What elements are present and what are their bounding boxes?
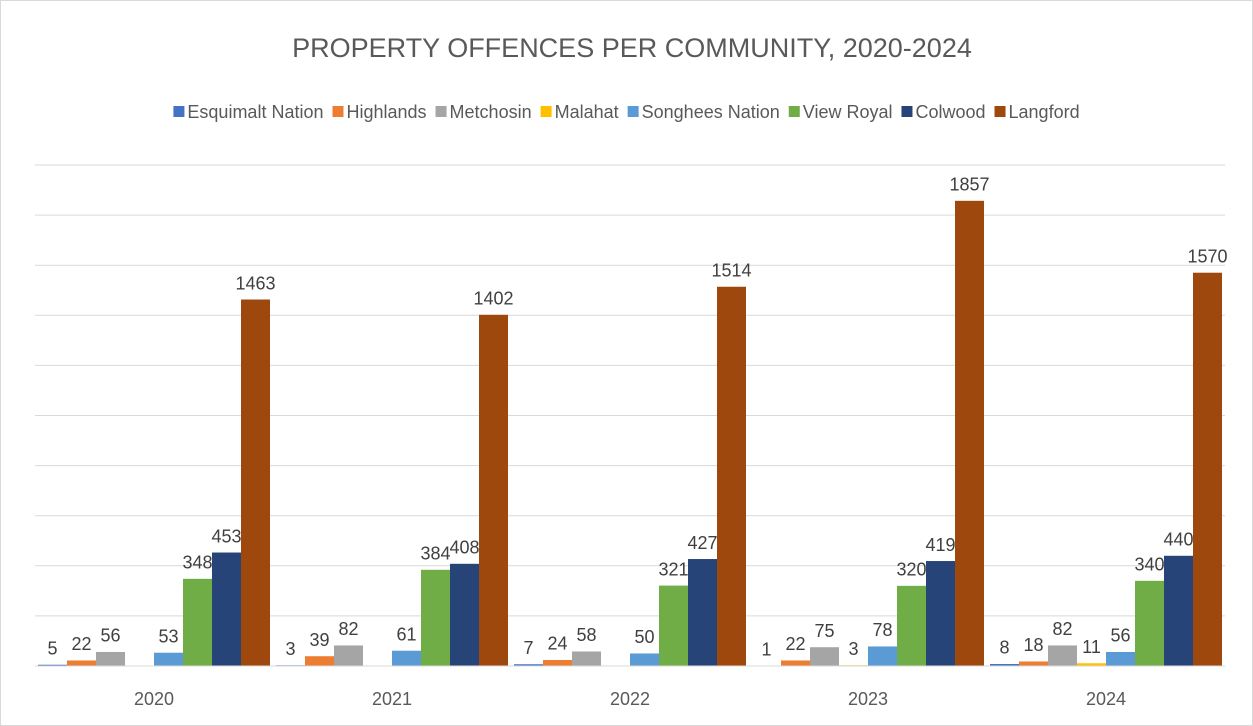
bar [688,559,717,666]
data-label: 440 [1163,530,1193,550]
data-label: 11 [1082,637,1101,657]
bar [990,663,1019,666]
bar [241,299,270,666]
data-label: 75 [814,621,834,641]
data-label: 1463 [235,273,275,293]
bar [1164,555,1193,666]
data-label: 1570 [1187,246,1227,266]
data-label: 1402 [473,289,513,309]
bar [67,660,96,666]
data-label: 340 [1134,555,1164,575]
data-label: 82 [338,619,358,639]
legend-label: View Royal [803,102,893,122]
bar [392,650,421,666]
data-label: 1 [761,639,771,659]
data-label: 53 [158,626,178,646]
bar [630,653,659,666]
bar [897,585,926,666]
data-label: 7 [523,638,533,658]
data-label: 427 [687,533,717,553]
bar [1193,272,1222,666]
bar [38,664,67,666]
data-label: 39 [309,630,329,650]
bar [212,552,241,666]
legend-label: Songhees Nation [642,102,780,122]
bar [1077,663,1106,666]
data-label: 1514 [711,260,751,280]
legend-swatch [435,106,447,117]
data-label: 453 [211,526,241,546]
data-label: 3 [285,639,295,659]
bar [926,561,955,666]
data-label: 384 [420,544,450,564]
data-label: 321 [658,559,688,579]
data-label: 58 [576,625,596,645]
legend-swatch [173,106,185,117]
bar [659,585,688,666]
data-label: 1857 [949,175,989,195]
x-tick-label: 2020 [134,689,174,709]
bar [1019,661,1048,666]
data-label: 408 [449,538,479,558]
legend-swatch [994,106,1006,117]
legend-label: Highlands [346,102,426,122]
data-label: 3 [848,639,858,659]
x-tick-label: 2024 [1086,689,1126,709]
x-tick-label: 2021 [372,689,412,709]
data-label: 348 [182,553,212,573]
data-label: 78 [872,620,892,640]
bar [96,651,125,666]
bar [514,664,543,666]
bar [334,645,363,666]
bar [1106,651,1135,666]
legend-swatch [540,106,552,117]
data-label: 18 [1023,635,1043,655]
legend: Esquimalt Nation Highlands Metchosin Malaha… [173,102,1080,122]
bar [183,578,212,666]
legend-swatch [627,106,639,117]
bar [868,646,897,666]
bar [305,656,334,666]
data-label: 5 [47,638,57,658]
bar [154,652,183,666]
data-label: 50 [634,627,654,647]
legend-swatch [901,106,913,117]
data-label: 24 [547,634,567,654]
legend-swatch [332,106,344,117]
data-label: 8 [999,638,1009,658]
bar [421,569,450,666]
data-label: 320 [896,560,926,580]
data-label: 22 [785,634,805,654]
data-label: 56 [100,626,120,646]
bar [781,660,810,666]
bar [717,286,746,666]
data-label: 61 [396,624,416,644]
bar [572,651,601,666]
data-label: 419 [925,535,955,555]
legend-label: Malahat [555,102,619,122]
legend-label: Metchosin [450,102,532,122]
data-label: 82 [1052,619,1072,639]
data-label: 22 [71,634,91,654]
legend-label: Esquimalt Nation [187,102,323,122]
x-tick-label: 2023 [848,689,888,709]
data-label: 56 [1110,626,1130,646]
bar [450,563,479,666]
x-tick-label: 2022 [610,689,650,709]
chart-title: PROPERTY OFFENCES PER COMMUNITY, 2020-20… [292,33,972,63]
bar [543,659,572,666]
legend-swatch [788,106,800,117]
bar [1048,645,1077,666]
legend-label: Langford [1009,102,1080,122]
bar [810,647,839,666]
bar [1135,580,1164,666]
bar [955,200,984,666]
bar [479,314,508,666]
legend-label: Colwood [915,102,985,122]
